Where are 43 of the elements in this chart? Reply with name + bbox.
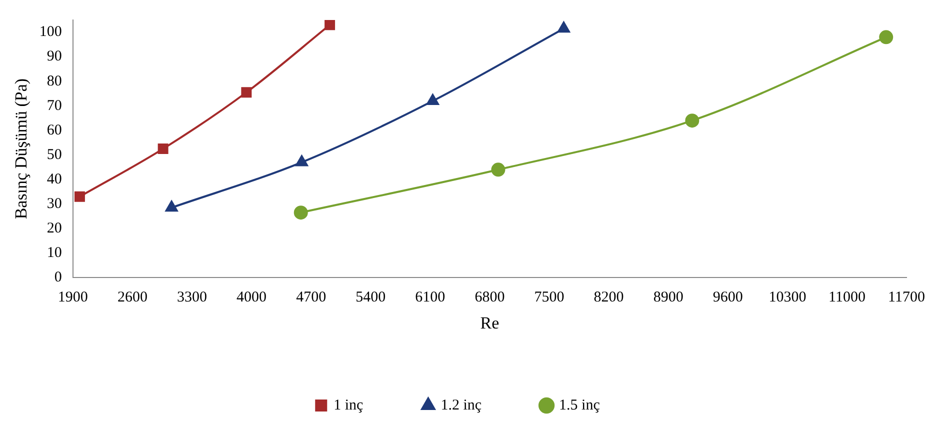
point (74, 191, 85, 202)
y-tick-label: 10 (46, 245, 62, 262)
x-tick-label: 11000 (828, 290, 866, 306)
legend-label: 1.5 inç (559, 397, 600, 414)
x-tick-label: 5400 (356, 290, 386, 306)
x-tick-label: 3300 (176, 290, 207, 306)
x-tick-label: 2600 (117, 290, 148, 306)
y-tick-label: 20 (46, 220, 62, 236)
x-tick-label: 11700 (888, 290, 926, 306)
y-tick-label: 100 (39, 24, 62, 40)
legend-label: 1 inç (334, 397, 364, 414)
point (426, 94, 439, 105)
point (324, 20, 336, 30)
legend-label: 1.2 inç (440, 397, 482, 414)
point (165, 200, 178, 212)
x-tick-label: 9600 (712, 290, 743, 306)
y-tick-label: 50 (46, 146, 62, 163)
y-tick-label: 90 (46, 48, 62, 65)
point (296, 155, 308, 166)
x-tick-label: 4000 (236, 290, 267, 306)
y-tick-label: 40 (46, 171, 62, 188)
x-tick-label: 1900 (58, 290, 88, 306)
point (685, 114, 700, 128)
x-tick-label: 8900 (653, 290, 684, 306)
x-tick-label: 8200 (594, 290, 624, 306)
x-tick-label: 6100 (415, 290, 446, 306)
point (491, 162, 506, 177)
point (158, 144, 168, 154)
point (294, 206, 308, 220)
x-tick-label: 10300 (768, 290, 806, 306)
x-tick-label: 6800 (474, 290, 505, 306)
x-axis-title: Re (480, 313, 500, 332)
y-tick-label: 70 (46, 98, 62, 114)
x-tick-label: 4700 (296, 290, 326, 306)
y-tick-label: 30 (46, 196, 62, 212)
point (241, 87, 252, 98)
y-tick-label: 0 (54, 270, 62, 286)
y-tick-label: 80 (46, 73, 62, 90)
y-tick-label: 60 (46, 122, 62, 138)
x-tick-label: 7500 (534, 290, 564, 306)
point (879, 30, 894, 44)
point (558, 22, 570, 33)
y-axis-title: Basınç Düşümü (Pa) (12, 78, 31, 220)
